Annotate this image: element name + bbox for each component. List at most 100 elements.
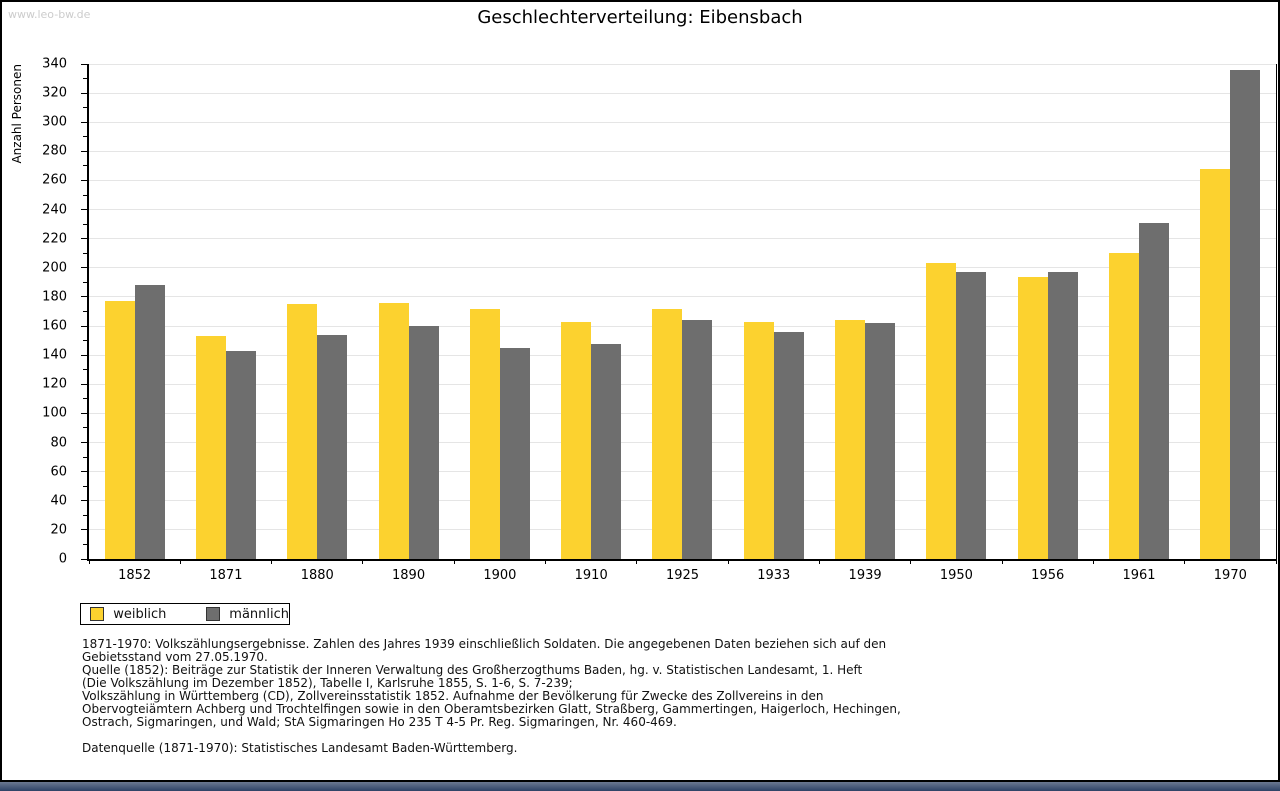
- bar-männlich-1933: [773, 331, 804, 559]
- x-tick-10: [1001, 559, 1003, 564]
- x-tick-3: [362, 559, 364, 564]
- y-major-tick-20: [81, 529, 87, 531]
- bar-weiblich-1950: [926, 263, 957, 559]
- bar-männlich-1900: [499, 347, 530, 559]
- footnote-line-9: Datenquelle (1871-1970): Statistisches L…: [82, 741, 518, 755]
- x-tick-4: [453, 559, 455, 564]
- x-tick-label-1933: 1933: [757, 568, 791, 583]
- bar-männlich-1910: [591, 343, 622, 559]
- footnote-line-6: Obervogteiämtern Achberg und Trochtelfin…: [82, 702, 901, 716]
- x-tick-label-1910: 1910: [574, 568, 608, 583]
- bar-männlich-1890: [408, 326, 439, 559]
- bar-weiblich-1961: [1109, 253, 1140, 559]
- y-tick-label-300: 300: [42, 114, 67, 130]
- bar-männlich-1950: [956, 272, 987, 559]
- y-tick-label-260: 260: [42, 172, 67, 188]
- x-tick-2: [271, 559, 273, 564]
- bar-weiblich-1910: [561, 321, 592, 559]
- y-minor-tick-210: [83, 252, 87, 254]
- y-minor-tick-150: [83, 340, 87, 342]
- bar-group-1871: [180, 64, 271, 559]
- bar-männlich-1880: [317, 334, 348, 559]
- y-major-tick-40: [81, 500, 87, 502]
- x-tick-label-1950: 1950: [939, 568, 973, 583]
- plot-area: 1852 1871 1880 1890 1900 1910 1925 1933 1939 1950…: [81, 63, 1277, 583]
- x-tick-label-1890: 1890: [392, 568, 426, 583]
- bar-weiblich-1880: [287, 304, 318, 559]
- y-major-tick-160: [81, 325, 87, 327]
- gridline-320: [89, 92, 1276, 94]
- y-major-tick-280: [81, 150, 87, 152]
- x-tick-6: [636, 559, 638, 564]
- y-minor-tick-170: [83, 311, 87, 312]
- y-minor-tick-330: [83, 78, 87, 80]
- bar-group-1961: [1093, 64, 1184, 559]
- footnote-line-3: Quelle (1852): Beiträge zur Statistik de…: [82, 663, 863, 677]
- y-minor-tick-230: [83, 223, 87, 225]
- footnote-line-2: Gebietsstand vom 27.05.1970.: [82, 650, 268, 664]
- y-tick-label-320: 320: [42, 85, 67, 101]
- y-minor-tick-70: [83, 456, 87, 458]
- y-tick-label-140: 140: [42, 347, 67, 363]
- footnote-line-1: 1871-1970: Volkszählungsergebnisse. Zahl…: [82, 637, 887, 651]
- y-major-tick-100: [81, 412, 87, 414]
- bar-weiblich-1939: [835, 320, 866, 559]
- bar-männlich-1852: [134, 285, 165, 559]
- y-major-tick-260: [81, 179, 87, 181]
- legend: weiblich männlich: [80, 603, 290, 625]
- y-major-tick-80: [81, 442, 87, 444]
- y-tick-label-0: 0: [58, 551, 67, 567]
- footnote-line-4: (Die Volkszählung im Dezember 1852), Tab…: [82, 676, 573, 690]
- bar-weiblich-1956: [1017, 276, 1048, 559]
- bar-group-1925: [637, 64, 728, 559]
- bar-männlich-1925: [682, 320, 713, 559]
- y-tick-label-200: 200: [42, 260, 67, 276]
- x-tick-label-1925: 1925: [665, 568, 700, 583]
- y-minor-tick-270: [83, 165, 87, 167]
- x-tick-label-1956: 1956: [1031, 568, 1065, 583]
- y-tick-label-160: 160: [42, 318, 67, 334]
- gridline-300: [89, 121, 1276, 123]
- x-tick-9: [910, 559, 912, 564]
- y-tick-label-100: 100: [42, 405, 67, 421]
- bar-group-1970: [1185, 64, 1276, 559]
- y-tick-label-80: 80: [50, 435, 67, 451]
- y-minor-tick-50: [83, 485, 87, 487]
- x-tick-13: [1275, 559, 1277, 564]
- bottom-strip: [0, 782, 1280, 791]
- chart-title: Geschlechterverteilung: Eibensbach: [477, 7, 803, 28]
- bar-weiblich-1970: [1200, 168, 1231, 559]
- footnote-line-5: Volkszählung in Württemberg (CD), Zollve…: [82, 689, 824, 703]
- gridline-240: [89, 209, 1276, 211]
- bar-männlich-1939: [865, 323, 896, 559]
- y-minor-tick-190: [83, 281, 87, 283]
- y-minor-tick-90: [83, 427, 87, 429]
- x-tick-label-1880: 1880: [300, 568, 334, 583]
- y-tick-label-240: 240: [42, 202, 67, 218]
- y-minor-tick-110: [83, 398, 87, 400]
- gridline-180: [89, 296, 1276, 298]
- y-minor-tick-30: [83, 514, 87, 516]
- bar-weiblich-1933: [743, 321, 774, 559]
- bar-männlich-1956: [1047, 272, 1078, 559]
- gridline-340: [89, 63, 1276, 65]
- x-tick-label-1970: 1970: [1213, 568, 1247, 583]
- bar-weiblich-1925: [652, 308, 683, 559]
- bar-group-1956: [1002, 64, 1093, 559]
- legend-item-weiblich: weiblich: [90, 607, 166, 622]
- x-tick-11: [1092, 559, 1094, 564]
- y-tick-label-280: 280: [42, 143, 67, 159]
- gridline-200: [89, 267, 1276, 269]
- y-major-tick-340: [81, 63, 87, 65]
- bar-weiblich-1890: [378, 302, 409, 559]
- y-major-tick-180: [81, 296, 87, 298]
- y-major-tick-240: [81, 209, 87, 211]
- bar-männlich-1970: [1230, 69, 1261, 559]
- bar-group-1939: [819, 64, 910, 559]
- bar-männlich-1871: [225, 350, 256, 559]
- bar-group-1950: [911, 64, 1002, 559]
- x-tick-5: [545, 559, 547, 564]
- y-major-tick-200: [81, 267, 87, 269]
- y-minor-tick-130: [83, 369, 87, 371]
